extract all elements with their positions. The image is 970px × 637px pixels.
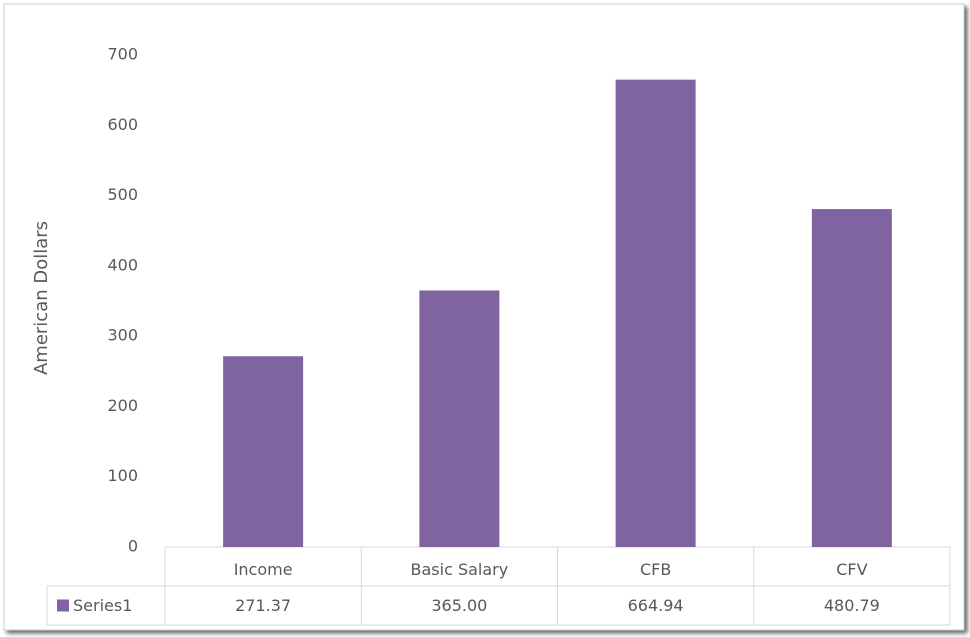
x-tick-label: Basic Salary: [411, 560, 509, 579]
y-tick-label: 200: [107, 396, 138, 415]
table-row: [46, 585, 951, 626]
y-tick-label: 400: [107, 255, 138, 274]
y-tick-label: 500: [107, 185, 138, 204]
y-tick-label: 100: [107, 466, 138, 485]
x-tick-label: CFV: [836, 560, 867, 579]
y-tick-label: 700: [107, 45, 138, 64]
bar: [419, 290, 500, 547]
y-tick-label: 0: [128, 537, 138, 556]
x-tick-label: Income: [234, 560, 293, 579]
data-table-value: 480.79: [824, 596, 880, 615]
x-tick-label: CFB: [640, 560, 671, 579]
y-tick-label: 600: [107, 115, 138, 134]
data-table-value: 664.94: [628, 596, 684, 615]
data-table-value: 365.00: [431, 596, 487, 615]
legend-label: Series1: [73, 596, 132, 615]
data-table-value: 271.37: [235, 596, 291, 615]
legend-swatch: [57, 599, 69, 612]
bar: [223, 356, 304, 547]
y-tick-label: 300: [107, 326, 138, 345]
bar: [615, 79, 696, 547]
y-axis-title: American Dollars: [31, 221, 52, 375]
bar: [811, 209, 892, 548]
